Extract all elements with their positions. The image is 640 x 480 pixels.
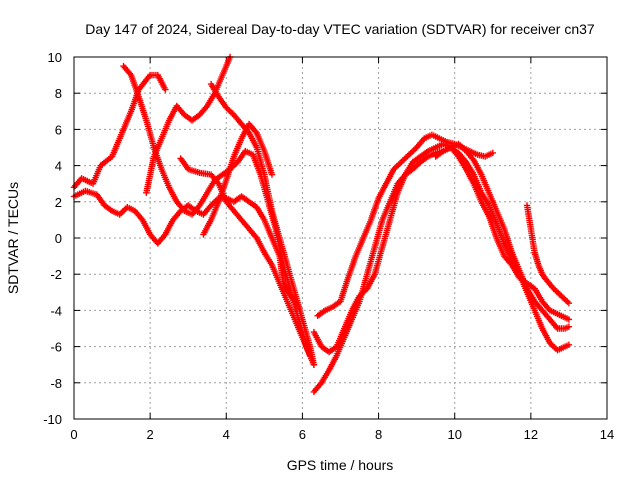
data-point <box>489 149 496 157</box>
series-arc-7 <box>200 120 276 238</box>
y-tick-label: -6 <box>50 340 62 355</box>
y-tick-label: 10 <box>48 50 62 65</box>
plot-frame <box>73 56 608 420</box>
series-arc-8 <box>314 131 496 319</box>
y-tick-label: -8 <box>50 376 62 391</box>
data-point <box>565 300 573 307</box>
x-tick-label: 0 <box>70 427 77 442</box>
y-tick-label: 0 <box>55 231 62 246</box>
series-arc-11 <box>432 140 573 332</box>
series-arc-10 <box>310 144 573 396</box>
x-tick-label: 4 <box>223 427 230 442</box>
y-tick-label: -10 <box>43 412 62 427</box>
series-arc-6 <box>177 155 314 359</box>
x-tick-label: 8 <box>375 427 382 442</box>
chart-title: Day 147 of 2024, Sidereal Day-to-day VTE… <box>85 21 595 37</box>
data-points <box>70 53 573 396</box>
axis-ticks: 0 2 4 6 8 10 12 14 -10 -8 -6 -4 -2 0 2 4 6 8 10 <box>43 50 614 442</box>
y-tick-label: 2 <box>55 195 62 210</box>
x-tick-label: 6 <box>299 427 306 442</box>
series-arc-2 <box>70 187 302 310</box>
data-point <box>162 86 169 93</box>
data-point <box>310 361 318 368</box>
x-tick-label: 2 <box>147 427 154 442</box>
series-arc-1 <box>70 71 169 191</box>
y-tick-label: -4 <box>50 303 62 318</box>
data-point <box>565 341 573 348</box>
data-point <box>306 352 314 359</box>
y-tick-label: 8 <box>55 86 62 101</box>
x-tick-label: 10 <box>447 427 461 442</box>
x-tick-label: 14 <box>600 427 614 442</box>
data-point <box>565 316 573 323</box>
y-axis-label: SDTVAR / TECUs <box>5 182 21 294</box>
y-tick-label: -2 <box>50 267 62 282</box>
x-tick-label: 12 <box>524 427 538 442</box>
data-point <box>565 323 573 330</box>
data-point <box>268 171 276 178</box>
series-arc-12 <box>523 202 573 307</box>
x-axis-label: GPS time / hours <box>287 457 394 473</box>
y-tick-label: 6 <box>55 122 62 137</box>
y-tick-label: 4 <box>55 159 62 174</box>
